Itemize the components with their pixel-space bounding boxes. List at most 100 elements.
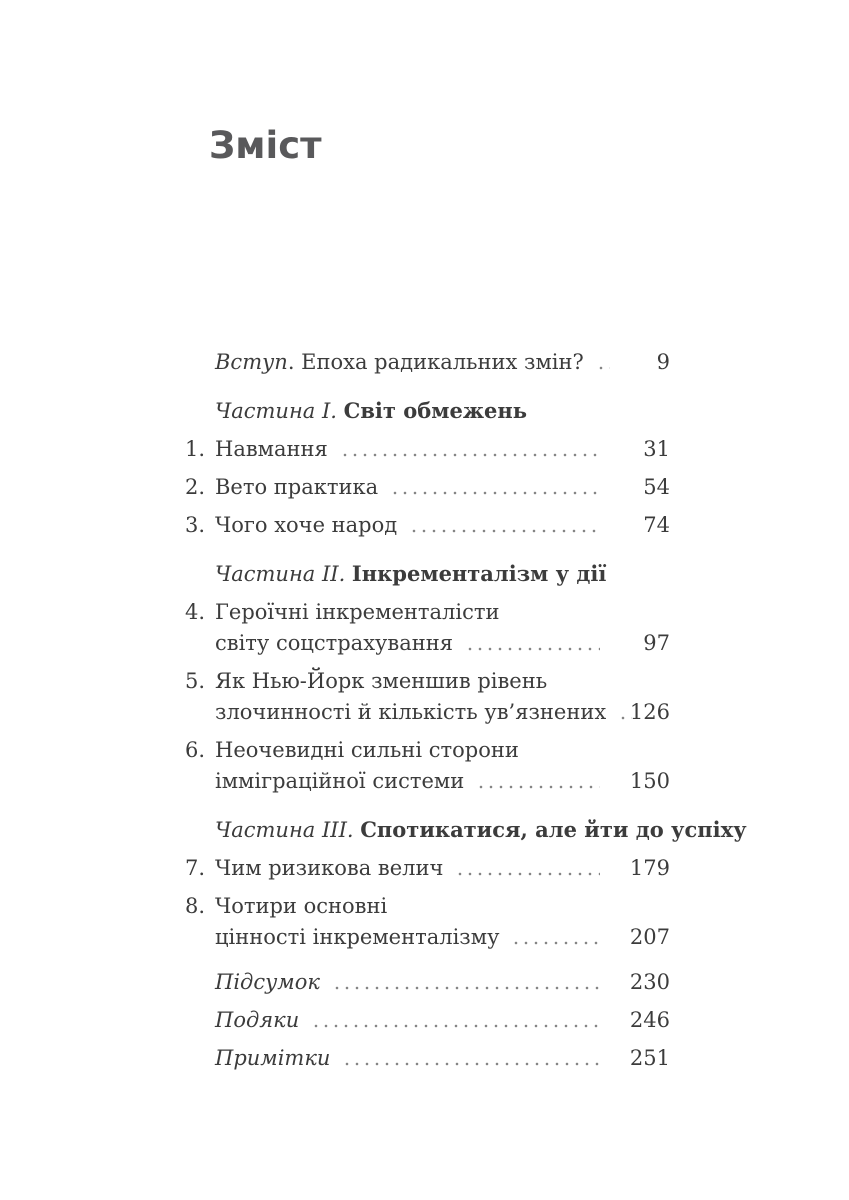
- dot-leader: [476, 766, 600, 797]
- entry-line: Вступ. Епоха радикальних змін?: [215, 347, 610, 378]
- dot-leader: [339, 434, 600, 465]
- entry-body: Примітки: [215, 1043, 608, 1074]
- entry-title-text: світу соцстрахування: [215, 631, 453, 655]
- chapter-number: 2.: [185, 475, 206, 499]
- part-heading: Частина II. Інкременталізм у дії: [185, 558, 670, 590]
- dot-leader: [618, 697, 633, 728]
- dot-leader: [390, 472, 600, 503]
- chapter-number: 4.: [185, 600, 206, 624]
- part-title: Світ обмежень: [343, 398, 528, 423]
- part-label: Частина II.: [215, 562, 352, 586]
- entry-body: Подяки: [215, 1005, 608, 1036]
- entry-title-text: Навмання: [215, 437, 328, 461]
- entry-title-text: Чотири основні: [215, 894, 388, 918]
- page-number: 31: [643, 437, 670, 461]
- toc-entry: 6. Неочевидні сильні сторони імміграційної…: [185, 735, 670, 797]
- entry-line: Героїчні інкременталісти: [215, 597, 608, 628]
- toc-entry: 4. Героїчні інкременталісти світу соцстрах…: [185, 597, 670, 659]
- chapter-number: [185, 1043, 215, 1074]
- entry-line: Чого хоче народ: [215, 510, 608, 541]
- dot-leader: [311, 1005, 600, 1036]
- toc-entry: 7. Чим ризикова велич 179: [185, 853, 670, 884]
- entry-body: Неочевидні сильні сторони імміграційної с…: [215, 735, 608, 797]
- page-number: 97: [643, 631, 670, 655]
- entry-title-text: Неочевидні сильні сторони: [215, 738, 519, 762]
- entry-line: цінності інкременталізму: [215, 922, 608, 953]
- dot-leader: [511, 922, 600, 953]
- toc-entry: Примітки 251: [185, 1043, 670, 1074]
- page-number: 150: [629, 769, 670, 793]
- toc-list: Вступ. Епоха радикальних змін? 9 Частина I…: [185, 347, 747, 1081]
- toc-entry: Подяки 246: [185, 1005, 670, 1036]
- entry-title-rest: . Епоха радикальних змін?: [287, 350, 584, 374]
- entry-line: злочинності й кількість ув’язнених: [215, 697, 633, 728]
- entry-line: імміграційної системи: [215, 766, 608, 797]
- entry-line: світу соцстрахування: [215, 628, 608, 659]
- toc-entry: 2. Вето практика 54: [185, 472, 670, 503]
- toc-entry: 3. Чого хоче народ 74: [185, 510, 670, 541]
- entry-title-text: Героїчні інкременталісти: [215, 600, 500, 624]
- part-label: Частина III.: [215, 818, 361, 842]
- entry-title-text: Вето практика: [215, 475, 379, 499]
- page-number: 179: [629, 856, 670, 880]
- entry-title-text: Як Нью-Йорк зменшив рівень: [215, 669, 548, 693]
- entry-body: Чого хоче народ: [215, 510, 608, 541]
- chapter-number: 5.: [185, 669, 206, 693]
- entry-line: Чим ризикова велич: [215, 853, 608, 884]
- part-label: Частина I.: [215, 399, 344, 423]
- chapter-number: 1.: [185, 437, 206, 461]
- entry-body: Чим ризикова велич: [215, 853, 608, 884]
- dot-leader: [409, 510, 600, 541]
- entry-title-text: Підсумок: [215, 967, 320, 998]
- page-number: 251: [629, 1046, 670, 1070]
- chapter-number: 7.: [185, 856, 206, 880]
- dot-leader: [331, 967, 600, 998]
- entry-body: Вето практика: [215, 472, 608, 503]
- entry-body: Героїчні інкременталісти світу соцстрахув…: [215, 597, 608, 659]
- toc-entry: Вступ. Епоха радикальних змін? 9: [185, 347, 670, 378]
- entry-title-text: Примітки: [215, 1043, 330, 1074]
- dot-leader: [455, 853, 600, 884]
- part-title: Спотикатися, але йти до успіху: [360, 817, 747, 842]
- entry-line: Як Нью-Йорк зменшив рівень: [215, 666, 608, 697]
- entry-line: Примітки: [215, 1043, 608, 1074]
- part-title: Інкременталізм у дії: [351, 561, 607, 586]
- chapter-number: [185, 1005, 215, 1036]
- chapter-number: [185, 347, 215, 378]
- page-number: 246: [629, 1008, 670, 1032]
- entry-title-text: Чим ризикова велич: [215, 856, 444, 880]
- chapter-number: 8.: [185, 894, 206, 918]
- page-number: 207: [629, 925, 670, 949]
- entry-title-text: злочинності й кількість ув’язнених: [215, 700, 607, 724]
- part-heading: Частина I. Світ обмежень: [185, 395, 670, 427]
- page-number: 74: [643, 513, 670, 537]
- entry-body: Як Нью-Йорк зменшив рівень злочинності й …: [215, 666, 633, 728]
- entry-line: Чотири основні: [215, 891, 608, 922]
- entry-line: Вето практика: [215, 472, 608, 503]
- entry-title-text: Вступ. Епоха радикальних змін?: [215, 347, 584, 378]
- entry-title-text: Чого хоче народ: [215, 513, 398, 537]
- entry-body: Чотири основні цінності інкременталізму: [215, 891, 608, 953]
- chapter-number: [185, 967, 215, 998]
- toc-entry: 8. Чотири основні цінності інкременталізму…: [185, 891, 670, 953]
- entry-title-italic: Примітки: [215, 1046, 331, 1070]
- entry-title-text: імміграційної системи: [215, 769, 465, 793]
- entry-body: Навмання: [215, 434, 608, 465]
- dot-leader: [464, 628, 600, 659]
- entry-title-italic: Вступ: [215, 350, 288, 374]
- entry-title-italic: Подяки: [215, 1008, 300, 1032]
- entry-body: Підсумок: [215, 967, 608, 998]
- page-number: 230: [629, 970, 670, 994]
- page-number: 54: [643, 475, 670, 499]
- entry-line: Неочевидні сильні сторони: [215, 735, 608, 766]
- page-title: Зміст: [209, 123, 322, 167]
- page-number: 9: [656, 350, 670, 374]
- page-number: 126: [629, 700, 670, 724]
- entry-title-text: Подяки: [215, 1005, 299, 1036]
- dot-leader: [342, 1043, 600, 1074]
- toc-entry: 1. Навмання 31: [185, 434, 670, 465]
- toc-entry: Підсумок 230: [185, 967, 670, 998]
- entry-title-italic: Підсумок: [215, 970, 320, 994]
- toc-entry: 5. Як Нью-Йорк зменшив рівень злочинності …: [185, 666, 670, 728]
